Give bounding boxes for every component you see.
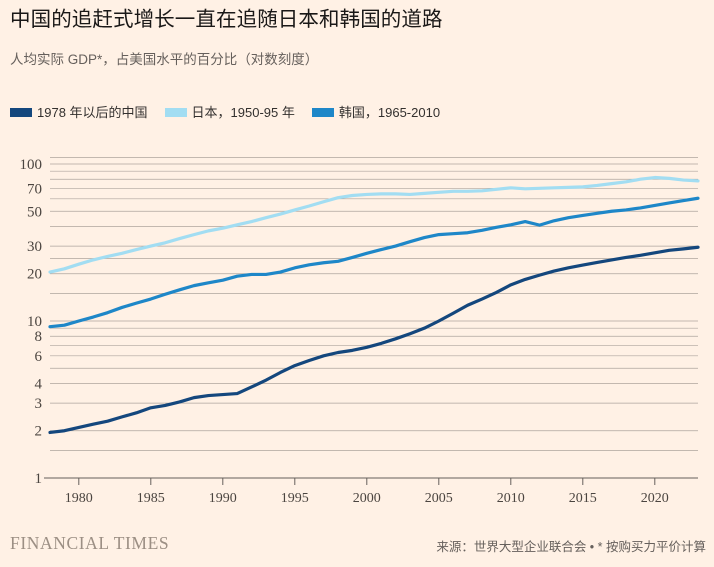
- legend-label-china: 1978 年以后的中国: [37, 105, 148, 120]
- chart-plot-area: 1 2 3 4 6 8 10 20 30 50 70 100 1980 1985 1990 1995 2000…: [0, 150, 714, 510]
- y-axis-tick-label: 2: [35, 424, 43, 440]
- x-axis-tick-label: 2015: [569, 491, 597, 506]
- gridlines: [50, 157, 698, 479]
- chart-subtitle: 人均实际 GDP*，占美国水平的百分比（对数刻度）: [10, 52, 319, 67]
- series-lines: [48, 175, 700, 435]
- x-axis: 1980 1985 1990 1995 2000 2005 2010 2015 2020: [44, 477, 698, 506]
- chart-footer: FINANCIAL TIMES 来源：世界大型企业联合会 • * 按购买力平价计…: [0, 524, 714, 567]
- legend-item-korea[interactable]: 韩国，1965-2010: [311, 105, 441, 120]
- series-line-china: [48, 245, 700, 435]
- legend-item-china[interactable]: 1978 年以后的中国: [10, 105, 148, 120]
- chart-legend: 1978 年以后的中国 日本，1950-95 年 韩国，1965-2010: [10, 105, 457, 120]
- y-axis-tick-label: 20: [27, 267, 42, 283]
- x-axis-tick-label: 1980: [65, 491, 93, 506]
- line-chart: 1 2 3 4 6 810 20 30 50 70 100 1980 1985 1990 1995 2000…: [20, 157, 700, 506]
- x-axis-tick-label: 2020: [641, 491, 669, 506]
- x-axis-tick-label: 1985: [137, 491, 165, 506]
- x-axis-tick-label: 2005: [425, 491, 453, 506]
- y-axis-tick-label: 1: [35, 471, 43, 487]
- ft-brand-logo: FINANCIAL TIMES: [10, 533, 170, 553]
- x-axis-tick-label: 1990: [209, 491, 237, 506]
- legend-swatch-china-icon: [10, 108, 32, 117]
- y-axis-tick-label: 10: [27, 314, 42, 330]
- y-axis-tick-label: 50: [27, 204, 42, 220]
- x-axis-tick-label: 1995: [281, 491, 309, 506]
- x-axis-tick-label: 2000: [353, 491, 381, 506]
- page-title: 中国的追赶式增长一直在追随日本和韩国的道路: [10, 8, 443, 31]
- y-axis-tick-label: 6: [35, 349, 43, 365]
- series-line-japan: [48, 175, 700, 274]
- y-axis-tick-label: 100: [20, 157, 43, 173]
- legend-swatch-japan-icon: [164, 108, 187, 117]
- series-line-korea: [48, 196, 700, 329]
- y-axis-tick-label: 70: [27, 181, 42, 197]
- y-axis-ticks: 1 2 3 4 6 810 20 30 50 70 100: [20, 157, 43, 487]
- x-axis-tick-label: 2010: [497, 491, 525, 506]
- source-note: 来源：世界大型企业联合会 • * 按购买力平价计算: [436, 540, 706, 554]
- legend-swatch-korea-icon: [311, 108, 334, 117]
- y-axis-tick-label: 4: [35, 376, 43, 392]
- legend-item-japan[interactable]: 日本，1950-95 年: [164, 105, 295, 120]
- y-axis-tick-label: 8: [35, 329, 43, 345]
- y-axis-tick-label: 3: [35, 396, 43, 412]
- legend-label-korea: 韩国，1965-2010: [338, 105, 441, 120]
- y-axis-tick-label: 30: [27, 239, 42, 255]
- legend-label-japan: 日本，1950-95 年: [191, 105, 295, 120]
